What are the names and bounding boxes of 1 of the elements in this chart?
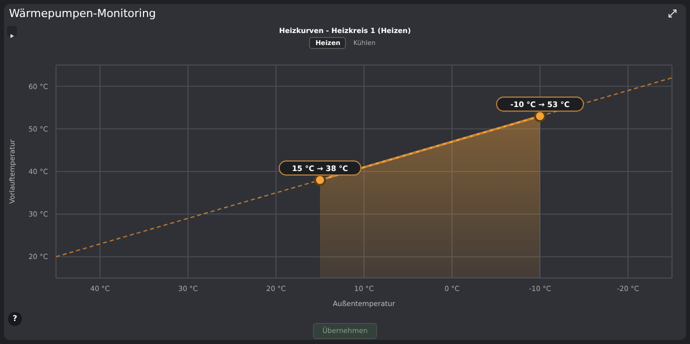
text: Wärmepumpen-Monitoring (9, 7, 156, 20)
